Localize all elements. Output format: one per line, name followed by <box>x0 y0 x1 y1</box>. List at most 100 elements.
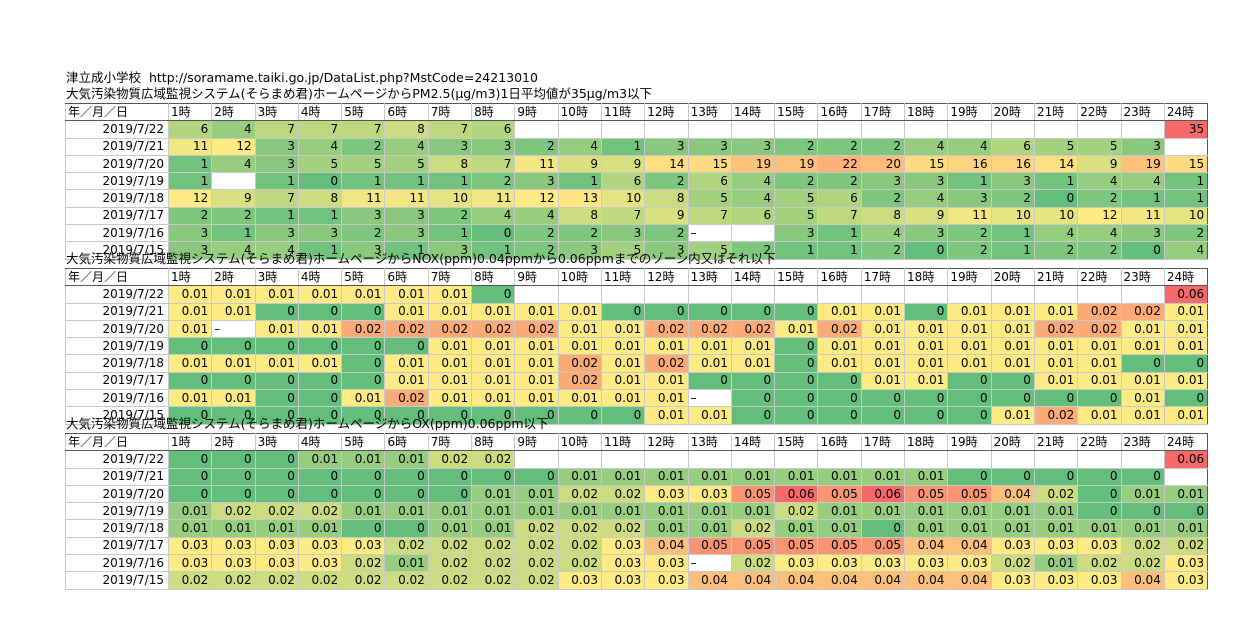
value-cell[interactable]: – <box>687 224 732 243</box>
value-cell[interactable]: 1 <box>817 224 862 243</box>
value-cell[interactable]: 9 <box>1077 154 1122 174</box>
value-cell[interactable] <box>774 120 819 139</box>
value-cell[interactable] <box>1120 285 1165 304</box>
value-cell[interactable]: 0 <box>687 371 732 391</box>
value-cell[interactable]: 0 <box>860 389 906 408</box>
value-cell[interactable]: 12 <box>514 189 559 208</box>
value-cell[interactable]: 0 <box>947 467 992 486</box>
value-cell[interactable]: 0.01 <box>817 302 862 321</box>
value-cell[interactable]: 0.03 <box>297 536 343 556</box>
value-cell[interactable]: 2 <box>644 224 689 243</box>
value-cell[interactable]: 1 <box>774 241 819 260</box>
value-cell[interactable]: 0.02 <box>514 319 559 339</box>
value-cell[interactable]: 0.02 <box>514 536 559 556</box>
value-cell[interactable]: 0.01 <box>1033 354 1079 373</box>
value-cell[interactable]: 0.01 <box>904 354 949 373</box>
value-cell[interactable]: 0.01 <box>904 371 949 391</box>
date-cell[interactable]: 2019/7/19 <box>65 502 169 521</box>
value-cell[interactable]: 0 <box>774 337 819 356</box>
value-cell[interactable]: 0 <box>341 302 386 321</box>
value-cell[interactable]: 5 <box>341 154 386 174</box>
value-cell[interactable]: 0.01 <box>904 337 949 356</box>
value-cell[interactable]: 0.03 <box>860 554 906 573</box>
value-cell[interactable]: 0.01 <box>341 389 386 408</box>
value-cell[interactable]: 11 <box>341 189 386 208</box>
value-cell[interactable]: 0.02 <box>341 319 386 339</box>
value-cell[interactable]: 19 <box>1120 154 1165 174</box>
value-cell[interactable]: 0.01 <box>947 337 992 356</box>
value-cell[interactable]: 0.02 <box>471 536 516 556</box>
value-cell[interactable]: 0.01 <box>427 371 473 391</box>
value-cell[interactable]: 0.01 <box>427 354 473 373</box>
value-cell[interactable]: 4 <box>1077 172 1122 191</box>
value-cell[interactable]: 0.01 <box>644 371 689 391</box>
value-cell[interactable]: 0.01 <box>167 519 213 538</box>
value-cell[interactable]: 0 <box>1163 354 1209 373</box>
value-cell[interactable] <box>1163 467 1209 486</box>
date-cell[interactable]: 2019/7/19 <box>65 337 169 356</box>
value-cell[interactable]: 0.01 <box>1163 484 1209 504</box>
value-cell[interactable]: 0.01 <box>514 302 559 321</box>
value-cell[interactable]: 0.03 <box>167 554 213 573</box>
value-cell[interactable]: 0 <box>1033 189 1079 208</box>
value-cell[interactable] <box>557 285 602 304</box>
value-cell[interactable]: 0 <box>384 484 429 504</box>
value-cell[interactable]: 0.01 <box>167 502 213 521</box>
value-cell[interactable]: 0.01 <box>687 337 732 356</box>
value-cell[interactable]: 0.01 <box>860 302 906 321</box>
value-cell[interactable] <box>730 450 776 469</box>
value-cell[interactable]: 2 <box>990 189 1035 208</box>
value-cell[interactable]: 0.01 <box>427 389 473 408</box>
value-cell[interactable]: 0 <box>427 467 473 486</box>
value-cell[interactable]: 0 <box>341 519 386 538</box>
value-cell[interactable]: 0.01 <box>817 337 862 356</box>
value-cell[interactable]: 0.01 <box>774 519 819 538</box>
value-cell[interactable]: 0 <box>600 406 646 425</box>
value-cell[interactable]: 0 <box>341 484 386 504</box>
value-cell[interactable]: 0.01 <box>341 450 386 469</box>
value-cell[interactable]: 0.01 <box>1120 519 1165 538</box>
value-cell[interactable]: 0.05 <box>817 484 862 504</box>
value-cell[interactable]: 5 <box>687 241 732 260</box>
value-cell[interactable]: 0.04 <box>687 571 732 590</box>
value-cell[interactable]: 0 <box>297 371 343 391</box>
value-cell[interactable]: 0.01 <box>514 371 559 391</box>
value-cell[interactable]: 4 <box>254 241 299 260</box>
value-cell[interactable]: 0 <box>1077 389 1122 408</box>
value-cell[interactable]: 0.01 <box>471 371 516 391</box>
value-cell[interactable]: 0.02 <box>1120 302 1165 321</box>
value-cell[interactable] <box>211 172 256 191</box>
value-cell[interactable] <box>1120 120 1165 139</box>
value-cell[interactable]: 0.01 <box>1077 337 1122 356</box>
value-cell[interactable] <box>774 285 819 304</box>
value-cell[interactable]: 0.01 <box>1163 337 1209 356</box>
value-cell[interactable]: 1 <box>990 224 1035 243</box>
value-cell[interactable]: 0 <box>471 224 516 243</box>
value-cell[interactable]: 0.03 <box>254 536 299 556</box>
value-cell[interactable]: 0 <box>1120 241 1165 260</box>
value-cell[interactable] <box>947 120 992 139</box>
date-cell[interactable]: 2019/7/20 <box>65 154 169 174</box>
value-cell[interactable]: 0.01 <box>254 285 299 304</box>
value-cell[interactable]: 0.01 <box>557 502 602 521</box>
value-cell[interactable]: 0.01 <box>514 389 559 408</box>
value-cell[interactable]: 0.01 <box>1163 302 1209 321</box>
value-cell[interactable]: 0.01 <box>1120 371 1165 391</box>
source-url[interactable]: http://soramame.taiki.go.jp/DataList.php… <box>148 70 538 85</box>
value-cell[interactable]: 2 <box>211 206 256 226</box>
value-cell[interactable]: 0 <box>254 450 299 469</box>
value-cell[interactable]: 8 <box>860 206 906 226</box>
value-cell[interactable]: 7 <box>687 206 732 226</box>
value-cell[interactable]: 0 <box>211 467 256 486</box>
value-cell[interactable]: 16 <box>990 154 1035 174</box>
value-cell[interactable]: 0 <box>297 302 343 321</box>
value-cell[interactable] <box>730 285 776 304</box>
value-cell[interactable]: 0 <box>774 389 819 408</box>
value-cell[interactable]: 2 <box>1077 241 1122 260</box>
value-cell[interactable]: 0.03 <box>947 554 992 573</box>
value-cell[interactable]: 0 <box>297 406 343 425</box>
value-cell[interactable]: 0.01 <box>990 319 1035 339</box>
value-cell[interactable]: 0.01 <box>644 502 689 521</box>
value-cell[interactable]: 3 <box>341 241 386 260</box>
value-cell[interactable]: 0.01 <box>817 354 862 373</box>
